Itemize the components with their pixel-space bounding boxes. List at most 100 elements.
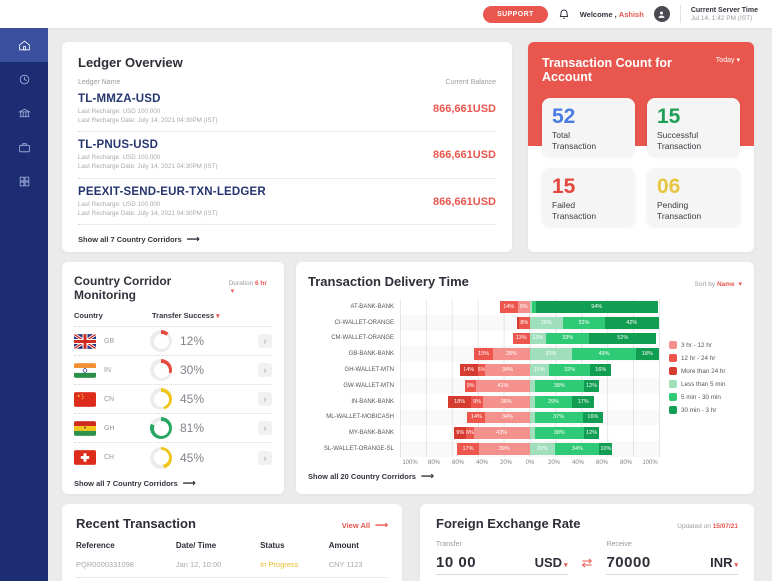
swap-currencies-icon[interactable]: ⇄ (581, 555, 593, 570)
bar-segment (529, 411, 535, 424)
reference-column-header: Reference (76, 541, 115, 550)
sidebar (0, 28, 48, 581)
notification-bell-icon[interactable] (558, 8, 570, 20)
ledger-row[interactable]: TL-MMZA-USD Last Recharge: USD 100,000 L… (78, 86, 496, 133)
ch-flag-icon (74, 450, 96, 465)
ledger-row[interactable]: TL-PNUS-USD Last Recharge: USD 100,000 L… (78, 132, 496, 179)
axis-tick-label: 80% (619, 459, 632, 466)
transaction-amount: CNY 1123 (328, 560, 363, 569)
chart-row: 17% 39% 20% 34% 10% (400, 441, 659, 457)
sidebar-item-home[interactable] (0, 28, 48, 62)
receive-currency-dropdown[interactable]: INR (710, 555, 738, 570)
transfer-amount-input[interactable]: 10 00 (436, 554, 477, 571)
sort-by-dropdown[interactable]: Sort by Name (695, 280, 742, 288)
bar-segment: 9% (464, 379, 477, 392)
chart-bars-area: 14% 9% 94% 8% 26% 32% 42% 13% 13% 33% 52% 15% 28% 33%… (400, 299, 660, 457)
bar-segment: 14% (499, 301, 518, 313)
bar-segment: 38% (534, 427, 584, 440)
corridor-row: GB 12% › (74, 327, 272, 356)
total-transaction-card: 52 Total Transaction (542, 98, 635, 156)
bar-segment: 13% (529, 332, 547, 345)
transaction-reference: PQR0000331098 (76, 560, 134, 569)
transfer-label: Transfer (436, 541, 462, 548)
bar-segment: 34% (485, 411, 530, 424)
period-dropdown[interactable]: Today (716, 56, 740, 146)
receive-label: Receive (606, 541, 632, 548)
chevron-right-icon[interactable]: › (258, 363, 272, 377)
ledger-show-all-link[interactable]: Show all 7 Country Corridors (78, 234, 496, 245)
cn-flag-icon (74, 391, 96, 407)
chart-row: 14% 6% 34% 15% 32% 16% (400, 362, 659, 378)
fx-rate-panel: Foreign Exchange Rate Updated on 15/07/2… (420, 504, 754, 581)
success-ring (150, 417, 172, 439)
bar-segment: 34% (555, 443, 600, 455)
sidebar-item-accounts[interactable] (0, 130, 48, 164)
bar-segment (529, 427, 535, 440)
bar-segment: 14% (467, 411, 486, 424)
ledger-name[interactable]: TL-PNUS-USD (78, 139, 159, 152)
legend-item: More than 24 hr (669, 367, 742, 376)
corridor-row: IN 30% › (74, 356, 272, 385)
sidebar-item-history[interactable] (0, 62, 48, 96)
success-ring (150, 330, 172, 352)
axis-tick-label: 40% (571, 459, 584, 466)
bar-segment: 8% (519, 316, 530, 329)
chevron-right-icon[interactable]: › (258, 334, 272, 348)
view-all-link[interactable]: View All (342, 520, 388, 531)
sidebar-item-ledgers[interactable] (0, 96, 48, 130)
bar-segment: 52% (589, 332, 657, 345)
transaction-count-panel: Transaction Count for Account Today 52 T… (528, 42, 754, 252)
bar-segment: 6% (477, 364, 486, 376)
chart-row-label: SL-WALLET-ORANGE-SL (323, 446, 394, 453)
transaction-status: In Progress (260, 560, 299, 569)
server-time-label: Current Server Time (690, 6, 758, 14)
person-icon (658, 11, 665, 18)
legend-swatch (669, 406, 677, 415)
datetime-column-header: Date/ Time (175, 541, 217, 550)
corridor-show-all-link[interactable]: Show all 7 Country Corridors (74, 478, 272, 489)
axis-tick-label: 100% (642, 459, 658, 466)
successful-transaction-value: 15 (657, 105, 681, 128)
avatar[interactable] (653, 6, 670, 22)
chart-row: 15% 28% 33% 49% 18% (400, 346, 659, 362)
bar-segment (529, 395, 535, 408)
legend-item: 3 hr - 12 hr (669, 341, 742, 350)
status-column-header: Status (260, 541, 285, 550)
bar-segment: 13% (512, 332, 530, 345)
bar-segment: 33% (529, 348, 573, 361)
delivery-show-all-link[interactable]: Show all 20 Country Corridors (308, 471, 742, 482)
server-time-value: Jul 14, 1:42 PM (IST) (690, 14, 753, 22)
ledger-name[interactable]: TL-MMZA-USD (78, 93, 161, 105)
failed-transaction-value: 15 (552, 175, 576, 198)
duration-dropdown[interactable]: Duration 6 hr (229, 280, 272, 295)
bar-segment: 33% (546, 332, 590, 345)
country-code: GB (104, 337, 115, 345)
transaction-row[interactable]: PQR0000331098 Jan 12, 10:00 In Progress … (76, 550, 388, 578)
sidebar-item-apps[interactable] (0, 164, 48, 198)
main-content: Ledger Overview Ledger Name Current Bala… (48, 28, 772, 581)
chevron-right-icon[interactable]: › (258, 450, 272, 465)
username: Ashish (618, 9, 644, 19)
chart-row-label: AT-BANK-BANK (350, 303, 394, 310)
fx-updated: Updated on 15/07/21 (677, 523, 738, 530)
transfer-success-column-header[interactable]: Transfer Success (152, 311, 220, 320)
ledger-name[interactable]: PEEXIT-SEND-EUR-TXN-LEDGER (78, 185, 266, 198)
support-button[interactable]: SUPPORT (483, 5, 548, 23)
legend-item: 30 min - 3 hr (669, 406, 742, 415)
delivery-time-title: Transaction Delivery Time (308, 274, 469, 289)
ledger-name-column-header: Ledger Name (78, 79, 121, 86)
corridor-row: CH 45% › (74, 443, 272, 472)
ledger-row[interactable]: PEEXIT-SEND-EUR-TXN-LEDGER Last Recharge… (78, 179, 496, 225)
country-code: CH (104, 454, 115, 461)
gh-flag-icon (74, 420, 96, 436)
bar-segment: 9% (454, 427, 467, 440)
country-corridor-title: Country Corridor Monitoring (74, 274, 172, 302)
chart-x-axis: 100% 80% 60% 40% 20% 0% 20% 40% 60% 80% 100% (400, 460, 660, 466)
bar-segment: 9% (517, 301, 530, 313)
legend-swatch (669, 354, 677, 363)
axis-tick-label: 20% (547, 459, 560, 466)
axis-tick-label: 40% (475, 459, 488, 466)
transfer-currency-dropdown[interactable]: USD (535, 555, 568, 570)
chevron-right-icon[interactable]: › (258, 392, 272, 406)
chevron-right-icon[interactable]: › (258, 421, 272, 435)
